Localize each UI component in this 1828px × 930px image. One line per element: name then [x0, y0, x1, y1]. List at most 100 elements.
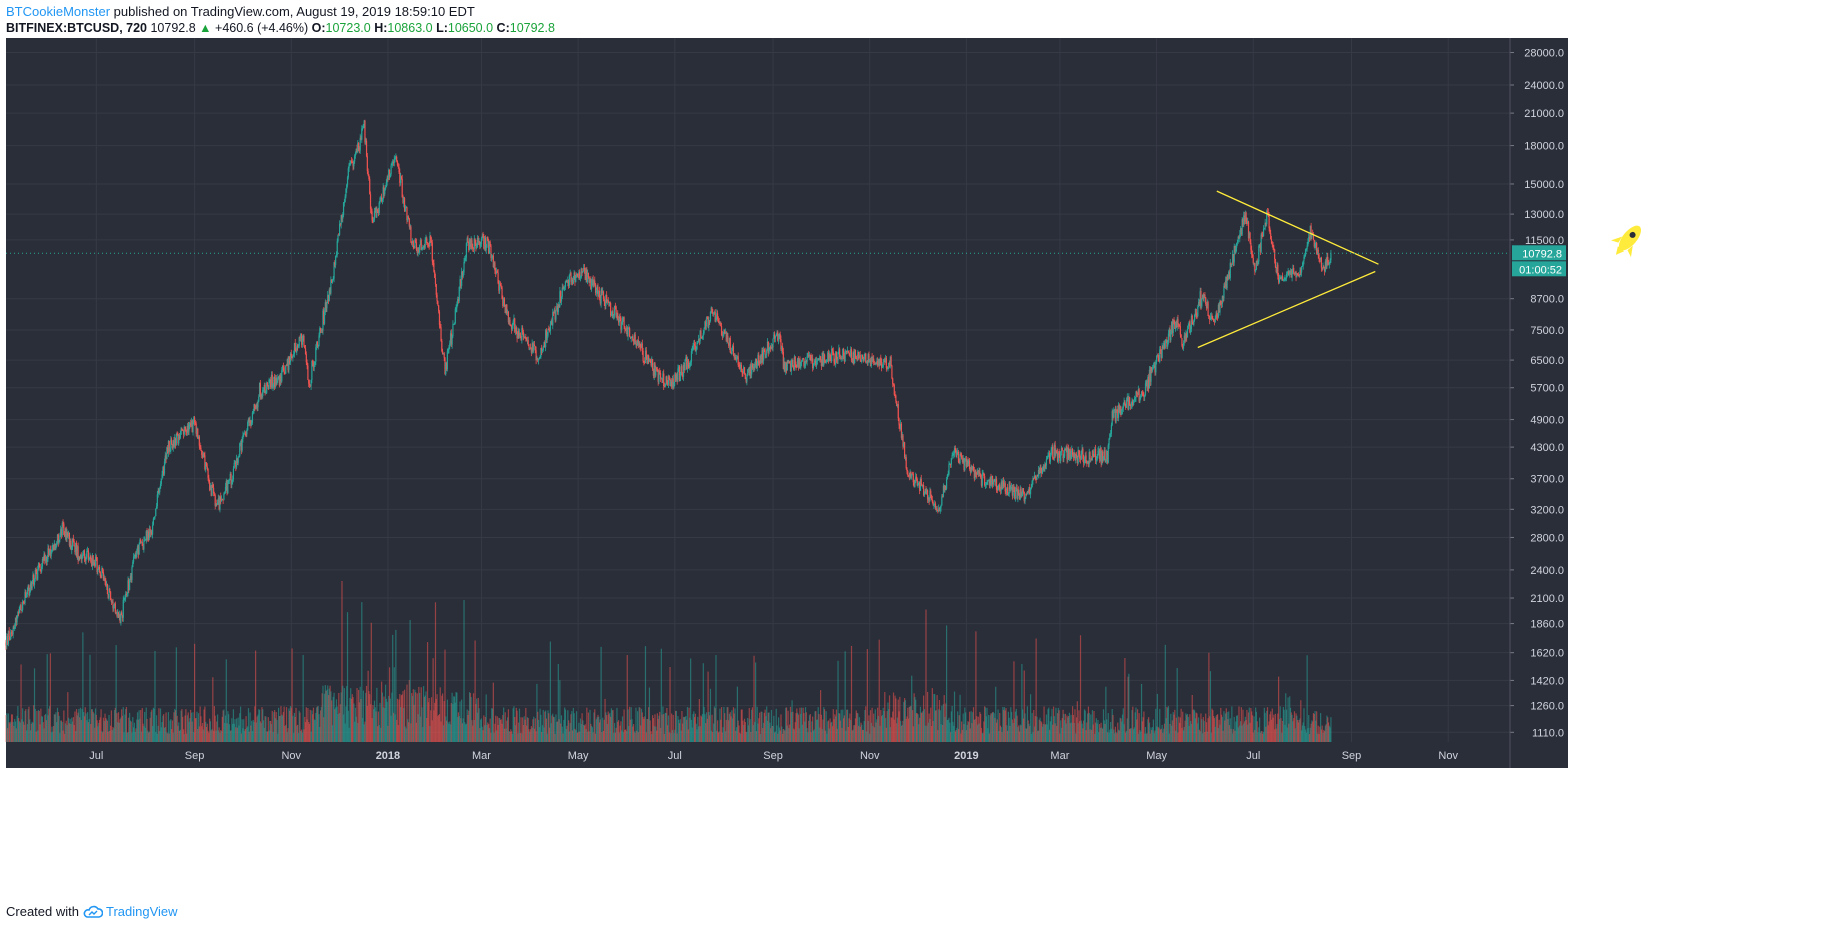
- volume-bar: [373, 709, 375, 742]
- volume-bar: [350, 698, 353, 742]
- candle-body: [1046, 457, 1048, 460]
- candle-body: [163, 467, 165, 474]
- candle-body: [792, 360, 794, 367]
- candle-body: [266, 382, 269, 386]
- candle-body: [1141, 391, 1143, 394]
- candle-body: [373, 219, 375, 222]
- candle-body: [466, 238, 468, 244]
- volume-bar: [615, 727, 617, 742]
- candle-body: [564, 281, 567, 288]
- volume-bar: [1036, 716, 1038, 742]
- candle-body: [316, 342, 319, 348]
- candle-body: [324, 302, 326, 313]
- volume-bar: [750, 732, 752, 742]
- volume-bar: [38, 710, 40, 742]
- volume-bar: [256, 716, 258, 742]
- price-axis[interactable]: [1510, 38, 1568, 742]
- candle-body: [687, 359, 689, 366]
- candle-body: [1247, 221, 1250, 239]
- volume-bar: [522, 725, 525, 742]
- volume-bar: [1105, 686, 1107, 742]
- candle-body: [893, 384, 895, 395]
- candle-body: [1137, 389, 1139, 395]
- volume-bar: [751, 707, 754, 742]
- candle-body: [605, 294, 607, 307]
- candle-body: [969, 469, 971, 473]
- volume-bar: [945, 625, 948, 742]
- candle-body: [626, 327, 628, 337]
- candle-body: [1054, 444, 1056, 455]
- candle-body: [799, 359, 801, 368]
- author-link[interactable]: BTCookieMonster: [6, 4, 111, 19]
- open-value: 10723.0: [325, 21, 371, 35]
- candle-body: [968, 460, 970, 464]
- volume-bar: [682, 723, 684, 742]
- volume-bar: [795, 713, 797, 742]
- candle-body: [979, 471, 981, 474]
- candle-body: [254, 404, 256, 408]
- candle-body: [1290, 270, 1292, 278]
- volume-bar: [1136, 709, 1139, 742]
- candle-body: [1278, 278, 1281, 283]
- candle-body: [89, 556, 91, 559]
- low-key: L:: [436, 21, 448, 35]
- volume-bar: [1304, 729, 1307, 742]
- candle-body: [526, 340, 529, 341]
- candle-body: [890, 356, 892, 366]
- volume-bar: [297, 733, 300, 742]
- volume-bar: [796, 708, 798, 742]
- volume-bar: [120, 717, 122, 742]
- candle-body: [407, 216, 410, 219]
- candle-body: [1239, 234, 1241, 239]
- symbol-label[interactable]: BITFINEX:BTCUSD, 720: [6, 21, 147, 35]
- volume-bar: [480, 719, 482, 742]
- candle-body: [441, 340, 443, 352]
- candle-body: [263, 385, 265, 391]
- candle-body: [755, 358, 757, 366]
- volume-bar: [89, 654, 91, 742]
- candle-body: [598, 290, 601, 299]
- candle-body: [400, 176, 402, 183]
- candle-body: [1224, 280, 1227, 287]
- plot-area[interactable]: [6, 38, 1510, 742]
- volume-bar: [201, 726, 203, 742]
- volume-bar: [1165, 718, 1167, 742]
- candle-body: [947, 474, 949, 476]
- volume-bar: [1216, 714, 1219, 742]
- candle-body: [853, 352, 855, 364]
- volume-bar: [433, 710, 435, 742]
- candle-body: [493, 262, 495, 268]
- candle-body: [625, 327, 628, 331]
- time-axis[interactable]: [6, 742, 1568, 768]
- volume-bar: [907, 718, 910, 742]
- candle-body: [228, 479, 230, 481]
- candle-body: [193, 417, 195, 423]
- candle-body: [760, 356, 762, 363]
- candle-body: [94, 556, 97, 566]
- volume-bar: [477, 697, 479, 742]
- volume-bar: [871, 707, 873, 742]
- candle-body: [373, 211, 376, 220]
- volume-bar: [273, 712, 275, 742]
- candle-body: [180, 428, 182, 435]
- volume-bar: [530, 726, 532, 742]
- candle-body: [470, 240, 472, 247]
- candle-body: [579, 277, 582, 279]
- candle-body: [390, 165, 392, 175]
- volume-bar: [54, 714, 56, 742]
- volume-bar: [873, 727, 876, 742]
- volume-bar: [160, 727, 162, 742]
- candle-body: [1196, 315, 1198, 317]
- volume-bar: [235, 718, 238, 742]
- candle-body: [659, 372, 662, 379]
- candle-body: [1255, 269, 1257, 272]
- candle-body: [231, 482, 233, 485]
- candle-body: [1249, 232, 1251, 243]
- candle-body: [424, 239, 426, 248]
- volume-bar: [737, 720, 739, 742]
- volume-bar: [148, 731, 151, 742]
- volume-bar: [487, 724, 490, 742]
- volume-bar: [618, 732, 620, 742]
- volume-bar: [686, 719, 688, 742]
